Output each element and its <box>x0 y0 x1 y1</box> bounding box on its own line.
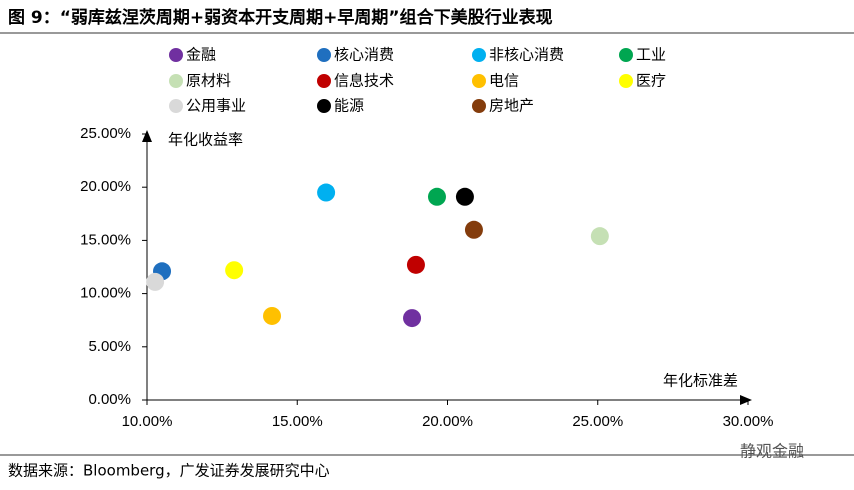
legend-label: 核心消费 <box>334 46 394 64</box>
legend-marker <box>317 99 331 113</box>
legend-label: 房地产 <box>489 97 534 115</box>
y-arrow <box>142 130 152 142</box>
point <box>225 261 244 280</box>
x-tick-label: 25.00% <box>572 413 623 430</box>
x-tick-label: 20.00% <box>422 413 473 430</box>
legend-marker <box>169 74 183 88</box>
legend-label: 原材料 <box>186 72 231 90</box>
legend-label: 金融 <box>186 46 216 64</box>
y-tick-label: 15.00% <box>80 231 131 248</box>
point <box>317 183 336 202</box>
y-axis-label: 年化收益率 <box>168 131 243 149</box>
legend-marker <box>169 99 183 113</box>
point <box>406 255 425 274</box>
point <box>427 187 446 206</box>
legend-label: 能源 <box>334 97 364 115</box>
x-arrow <box>740 395 752 405</box>
y-tick-label: 10.00% <box>80 285 131 302</box>
legend-label: 工业 <box>636 46 666 64</box>
x-axis-label: 年化标准差 <box>663 372 738 390</box>
x-tick-label: 30.00% <box>723 413 774 430</box>
legend-marker <box>472 99 486 113</box>
y-tick-label: 5.00% <box>88 338 131 355</box>
source: 数据来源：Bloomberg，广发证券发展研究中心 <box>8 462 330 480</box>
legend-label: 医疗 <box>636 72 666 90</box>
legend-marker <box>472 48 486 62</box>
y-tick-label: 20.00% <box>80 178 131 195</box>
legend-marker <box>317 74 331 88</box>
x-tick-label: 10.00% <box>122 413 173 430</box>
legend-label: 非核心消费 <box>489 46 564 64</box>
point <box>146 272 165 291</box>
legend-marker <box>317 48 331 62</box>
watermark: 静观金融 <box>740 442 804 461</box>
point <box>403 309 422 328</box>
legend-marker <box>619 48 633 62</box>
legend-marker <box>619 74 633 88</box>
legend-label: 电信 <box>489 72 519 90</box>
y-tick-label: 25.00% <box>80 125 131 142</box>
legend-label: 公用事业 <box>186 97 246 115</box>
point <box>455 187 474 206</box>
point <box>263 306 282 325</box>
y-tick-label: 0.00% <box>88 391 131 408</box>
legend-marker <box>169 48 183 62</box>
legend-marker <box>472 74 486 88</box>
chart-title: 图 9：“弱库兹涅茨周期+弱资本开支周期+早周期”组合下美股行业表现 <box>8 7 553 28</box>
point <box>590 227 609 246</box>
point <box>464 220 483 239</box>
legend-label: 信息技术 <box>334 72 394 90</box>
x-tick-label: 15.00% <box>272 413 323 430</box>
